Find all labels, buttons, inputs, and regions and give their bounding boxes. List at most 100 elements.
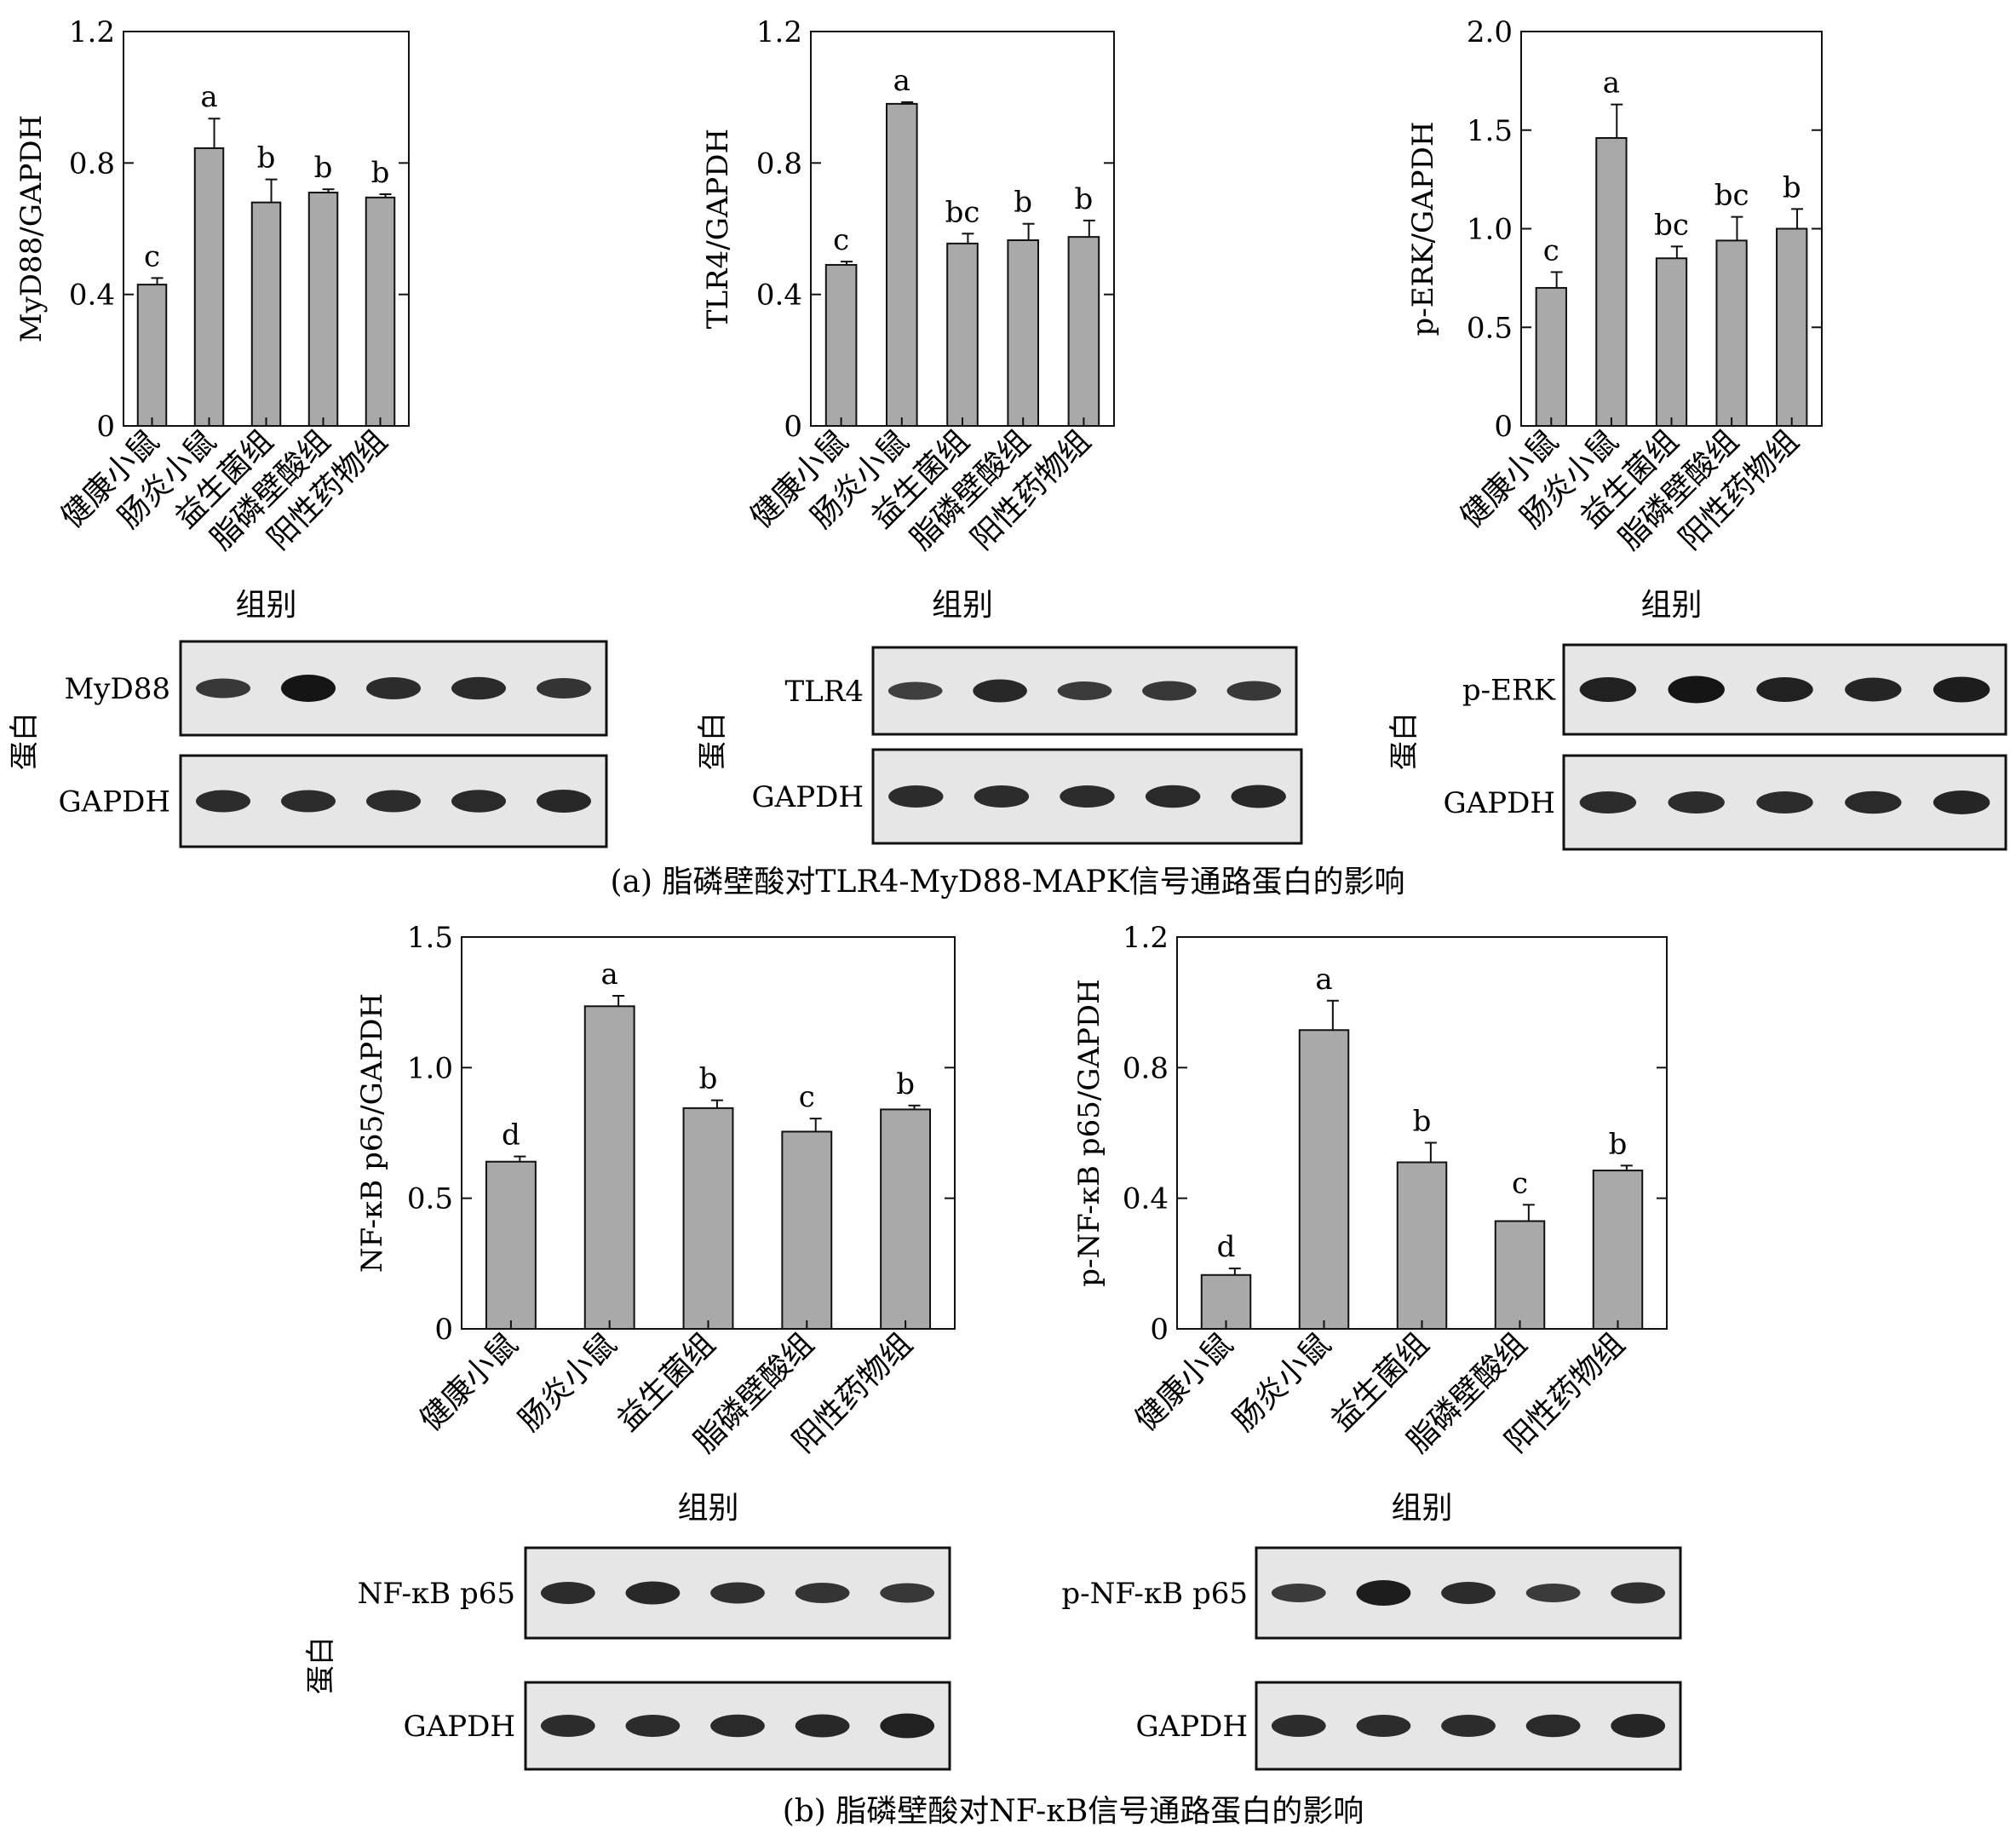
y-axis-label: p-NF-κB p65/GAPDH — [1072, 979, 1106, 1287]
caption-b: (b) 脂磷壁酸对NF-κB信号通路蛋白的影响 — [783, 1794, 1364, 1829]
bar — [1535, 286, 1567, 428]
category-label: 肠炎小鼠 — [1226, 1326, 1338, 1438]
gapdh-blot-band — [1668, 791, 1725, 814]
gapdh-label: GAPDH — [403, 1710, 515, 1744]
y-tick-label: 0.4 — [69, 279, 115, 313]
target-blot-band — [1611, 1582, 1666, 1604]
bar — [824, 263, 858, 428]
y-tick-label: 1.5 — [407, 921, 453, 955]
bar — [193, 147, 225, 428]
gapdh-blot-band — [1933, 791, 1990, 814]
target-blot-band — [710, 1582, 765, 1604]
y-tick-label: 0 — [1150, 1313, 1169, 1347]
bar — [880, 1108, 932, 1331]
gapdh-label: GAPDH — [58, 785, 170, 819]
gapdh-blot-band — [1611, 1714, 1666, 1738]
target-blot-band — [625, 1581, 681, 1605]
target-blot-band — [973, 679, 1027, 703]
y-tick-label: 1.5 — [1467, 114, 1513, 148]
significance-letter: b — [1413, 1105, 1432, 1139]
target-blot-band — [1271, 1584, 1326, 1602]
x-axis-label: 组别 — [1640, 588, 1702, 623]
target-blot-band — [1356, 1580, 1411, 1606]
gapdh-blot-band — [540, 1715, 595, 1737]
gapdh-blot-band — [625, 1715, 681, 1737]
gapdh-blot-band — [974, 785, 1030, 808]
x-axis-label: 组别 — [932, 588, 993, 623]
chart-5: 00.40.81.2p-NF-κB p65/GAPDH d健康小鼠a肠炎小鼠b益生… — [1072, 921, 1668, 1526]
blot-1: MyD88 GAPDH 蛋白 — [8, 640, 608, 848]
target-blot-band — [1933, 676, 1990, 703]
gapdh-blot-band — [1231, 785, 1286, 808]
significance-letter: b — [257, 141, 276, 175]
gapdh-blot-band — [451, 790, 506, 813]
target-blot-band — [1579, 677, 1637, 702]
significance-letter: bc — [1654, 208, 1689, 242]
category-label: 健康小鼠 — [1129, 1326, 1240, 1438]
caption-a: (a) 脂磷壁酸对TLR4-MyD88-MAPK信号通路蛋白的影响 — [610, 865, 1404, 900]
bar — [946, 242, 979, 427]
target-blot-band — [1845, 677, 1902, 702]
protein-axis-label: 蛋白 — [696, 712, 730, 770]
significance-letter: bc — [1714, 179, 1749, 213]
protein-axis-label: 蛋白 — [8, 712, 42, 770]
y-tick-label: 0 — [784, 410, 802, 444]
target-blot-band — [1057, 681, 1112, 700]
target-blot-band — [1668, 676, 1725, 704]
gapdh-blot-band — [1756, 791, 1813, 814]
target-blot-band — [1441, 1582, 1496, 1604]
gapdh-blot-band — [281, 790, 336, 813]
significance-letter: a — [893, 64, 910, 98]
y-axis-label: p-ERK/GAPDH — [1406, 121, 1440, 336]
gapdh-blot-band — [795, 1714, 850, 1738]
y-tick-label: 1.0 — [407, 1051, 453, 1085]
gapdh-blot-band — [1579, 791, 1637, 814]
y-tick-label: 1.2 — [756, 15, 802, 49]
gapdh-blot-band — [880, 1713, 935, 1739]
bar — [1200, 1273, 1252, 1330]
y-tick-label: 0.8 — [69, 147, 115, 181]
target-blot-band — [196, 678, 250, 699]
gapdh-blot-band — [710, 1714, 765, 1738]
significance-letter: c — [1543, 233, 1559, 267]
target-blot-band — [540, 1582, 595, 1604]
y-tick-label: 2.0 — [1467, 15, 1513, 49]
blot-4: NF-κB p65 GAPDH 蛋白 — [304, 1546, 951, 1771]
y-tick-label: 0.8 — [1123, 1051, 1169, 1085]
bar — [781, 1130, 833, 1331]
bar — [1007, 239, 1040, 428]
significance-letter: c — [144, 239, 160, 273]
significance-letter: b — [371, 156, 390, 190]
blots-layer: MyD88GAPDH蛋白TLR4GAPDH蛋白p-ERKGAPDH蛋白NF-κB… — [8, 640, 2007, 1771]
blot-label: NF-κB p65 — [358, 1577, 515, 1611]
protein-axis-label: 蛋白 — [1387, 712, 1422, 770]
bar — [307, 192, 339, 428]
target-blot-band — [451, 676, 506, 700]
significance-letter: c — [799, 1080, 815, 1114]
bar — [682, 1107, 734, 1331]
y-tick-label: 0 — [1494, 410, 1513, 444]
significance-letter: d — [502, 1118, 520, 1153]
target-blot-band — [537, 678, 591, 699]
category-label: 健康小鼠 — [413, 1326, 525, 1438]
y-tick-label: 0.5 — [407, 1182, 453, 1216]
gapdh-blot-band — [1060, 785, 1115, 808]
bar — [1595, 137, 1628, 427]
bar — [1494, 1220, 1546, 1330]
target-blot-band — [1756, 677, 1813, 702]
significance-letter: c — [833, 223, 849, 257]
category-label: 肠炎小鼠 — [512, 1326, 623, 1438]
significance-letter: d — [1217, 1230, 1236, 1264]
gapdh-blot-band — [888, 785, 944, 808]
chart-3: 00.51.01.52.0p-ERK/GAPDH c健康小鼠a肠炎小鼠bc益生菌组… — [1406, 15, 1823, 623]
bar — [1776, 227, 1808, 427]
significance-letter: b — [314, 151, 333, 185]
target-blot-band — [795, 1583, 850, 1603]
gapdh-blot-band — [1525, 1714, 1581, 1738]
target-blot-band — [1226, 681, 1282, 701]
blot-label: p-ERK — [1462, 674, 1556, 708]
significance-letter: a — [1603, 66, 1620, 101]
y-axis-label: TLR4/GAPDH — [701, 129, 735, 329]
